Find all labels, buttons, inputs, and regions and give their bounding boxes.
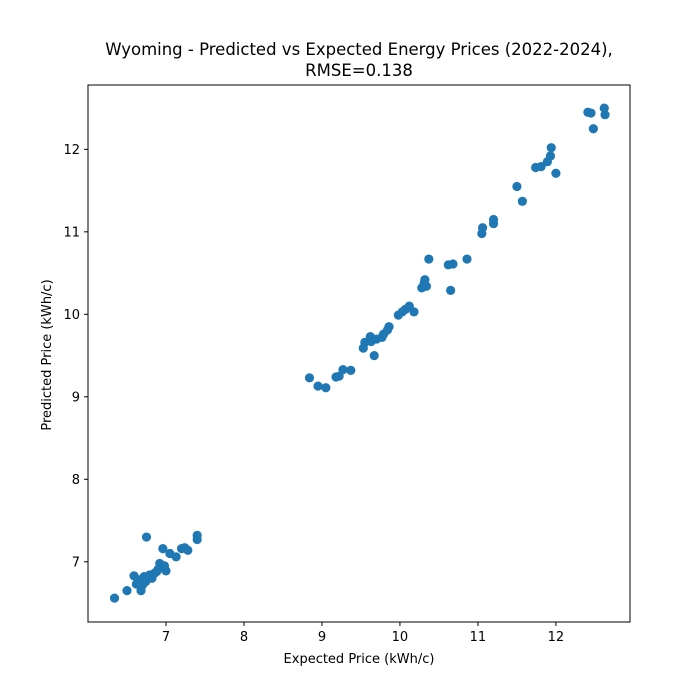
x-tick-label: 9 xyxy=(318,630,326,645)
x-axis-label: Expected Price (kWh/c) xyxy=(284,652,435,667)
y-tick-label: 9 xyxy=(72,390,80,405)
data-point xyxy=(421,281,432,291)
y-tick-label: 12 xyxy=(63,143,80,158)
x-tick-label: 10 xyxy=(392,630,409,645)
data-point xyxy=(600,110,610,120)
data-point xyxy=(171,552,181,562)
y-tick-label: 10 xyxy=(63,308,80,323)
data-point xyxy=(517,196,527,206)
data-point xyxy=(488,214,499,225)
chart-title-line-2: RMSE=0.138 xyxy=(305,61,413,80)
x-tick-label: 12 xyxy=(548,630,565,645)
data-point xyxy=(462,254,472,264)
data-point xyxy=(369,350,379,361)
data-point xyxy=(536,162,546,172)
chart-title-line-1: Wyoming - Predicted vs Expected Energy P… xyxy=(105,40,613,59)
data-point xyxy=(109,593,120,603)
data-point xyxy=(158,543,168,554)
data-point xyxy=(446,285,456,295)
data-point xyxy=(161,566,171,576)
data-point xyxy=(141,532,152,542)
x-tick-label: 7 xyxy=(162,630,170,645)
data-point xyxy=(346,365,356,376)
data-point xyxy=(321,383,331,393)
y-axis-label: Predicted Price (kWh/c) xyxy=(40,279,55,430)
x-tick-label: 8 xyxy=(240,630,248,645)
x-tick-label: 11 xyxy=(470,630,487,645)
data-point xyxy=(304,373,315,383)
data-point xyxy=(424,254,434,264)
y-axis: 7 8 9 10 11 12 xyxy=(63,143,88,570)
data-point xyxy=(478,223,488,233)
data-point xyxy=(384,322,394,332)
y-tick-label: 7 xyxy=(72,555,80,570)
data-points xyxy=(109,103,610,603)
y-tick-label: 8 xyxy=(72,473,80,488)
data-point xyxy=(313,381,323,391)
y-tick-label: 11 xyxy=(63,225,80,240)
data-point xyxy=(512,181,522,192)
data-point xyxy=(183,545,193,555)
data-point xyxy=(448,259,458,269)
plot-frame xyxy=(87,84,631,623)
data-point xyxy=(409,307,419,317)
data-point xyxy=(588,124,598,134)
plot-area xyxy=(87,84,631,623)
data-point xyxy=(338,364,348,375)
x-axis: 7 8 9 10 11 12 xyxy=(162,622,564,645)
data-point xyxy=(192,534,202,545)
data-point xyxy=(586,108,596,118)
data-point xyxy=(545,151,556,161)
data-point xyxy=(122,586,132,596)
data-point xyxy=(551,168,561,178)
data-point xyxy=(546,143,556,153)
